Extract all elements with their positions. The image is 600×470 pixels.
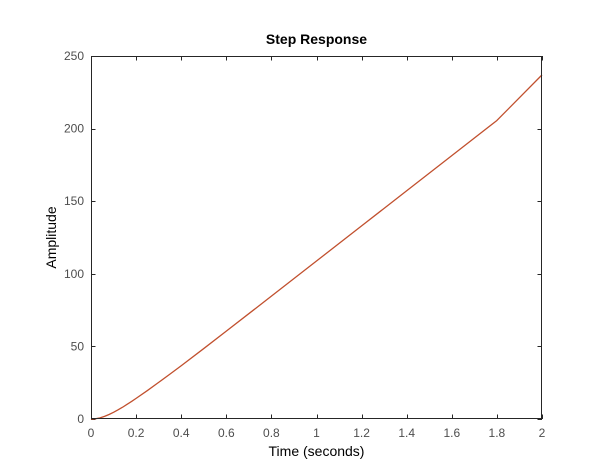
- series-group: [90, 74, 543, 420]
- x-axis-label: Time (seconds): [269, 443, 365, 459]
- y-tick-label: 250: [64, 49, 84, 63]
- x-tick-label: 0: [88, 426, 95, 440]
- x-tick-label: 1.4: [398, 426, 415, 440]
- x-tick-label: 1.2: [353, 426, 370, 440]
- x-tick-label: 1: [313, 426, 320, 440]
- x-tick-label: 1.6: [443, 426, 460, 440]
- axes-box: [91, 56, 542, 419]
- x-tick-label: 0.8: [263, 426, 280, 440]
- y-tick-label: 0: [77, 412, 84, 426]
- series-line: [90, 74, 543, 420]
- tick-labels: 0 0.2 0.4 0.6 0.8 1 1.2 1.4 1.6 1.8 2 0 50 100 150 200 2…: [64, 49, 546, 440]
- x-tick-label: 0.2: [128, 426, 145, 440]
- y-tick-label: 200: [64, 122, 84, 136]
- y-axis-label: Amplitude: [43, 206, 59, 268]
- x-tick-label: 0.6: [218, 426, 235, 440]
- x-tick-label: 1.8: [489, 426, 506, 440]
- chart-title: Step Response: [266, 31, 367, 47]
- x-tick-label: 0.4: [173, 426, 190, 440]
- plot-area: [91, 56, 542, 419]
- x-tick-label: 2: [539, 426, 546, 440]
- y-tick-label: 50: [71, 339, 85, 353]
- y-tick-label: 150: [64, 194, 84, 208]
- y-tick-label: 100: [64, 267, 84, 281]
